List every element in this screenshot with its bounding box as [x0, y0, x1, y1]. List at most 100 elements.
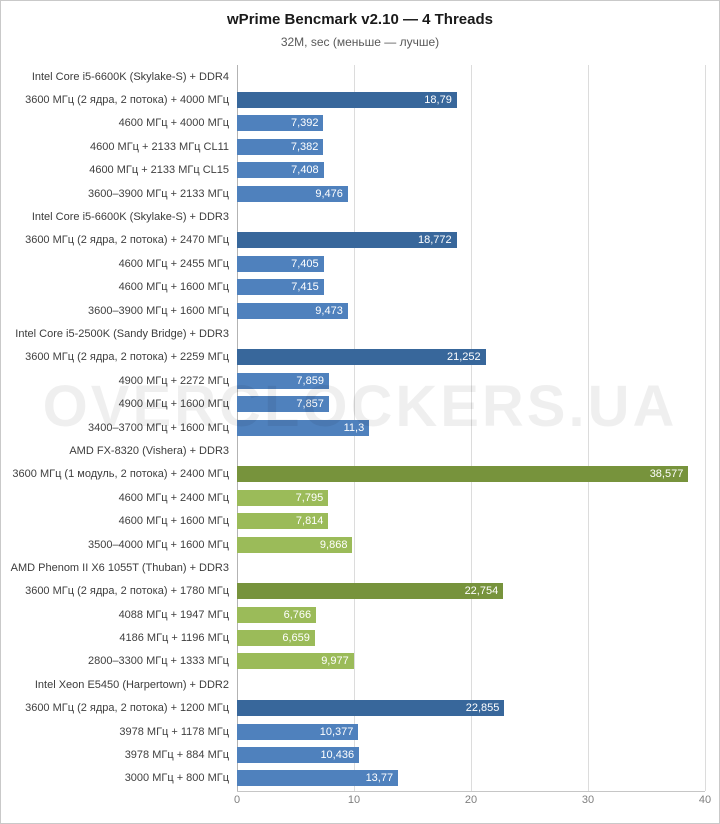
- bar-plot-cell: 7,382: [237, 135, 705, 158]
- bar-plot-cell: 9,977: [237, 650, 705, 673]
- bar-plot-cell: 7,392: [237, 112, 705, 135]
- bar: 9,473: [237, 302, 348, 319]
- category-label: 4600 МГц + 4000 МГц: [118, 117, 229, 130]
- chart-subtitle: 32M, sec (меньше — лучше): [280, 35, 440, 49]
- category-label: 4600 МГц + 1600 МГц: [118, 515, 229, 528]
- bar: 18,79: [237, 92, 457, 109]
- bar: 6,766: [237, 606, 317, 623]
- bar-row: 2800–3300 МГц + 1333 МГц 9,977: [1, 650, 719, 673]
- category-label: 2800–3300 МГц + 1333 МГц: [87, 655, 229, 668]
- group-header-plot-spacer: [237, 673, 705, 696]
- bar-row: 4088 МГц + 1947 МГц 6,766: [1, 603, 719, 626]
- bar-plot-cell: 18,772: [237, 229, 705, 252]
- bar-row: 3500–4000 МГц + 1600 МГц 9,868: [1, 533, 719, 556]
- bar-row: 3600 МГц (2 ядра, 2 потока) + 2259 МГц 21…: [1, 346, 719, 369]
- bar-plot-cell: 7,405: [237, 252, 705, 275]
- bar: 7,392: [237, 115, 324, 132]
- bar-row: 3600–3900 МГц + 2133 МГц 9,476: [1, 182, 719, 205]
- category-label: 3600 МГц (2 ядра, 2 потока) + 4000 МГц: [25, 94, 229, 107]
- category-label: 3600 МГц (2 ядра, 2 потока) + 1200 МГц: [25, 702, 229, 715]
- category-label: 3000 МГц + 800 МГц: [124, 772, 229, 785]
- bar: 22,855: [237, 700, 505, 717]
- bar-plot-cell: 6,659: [237, 626, 705, 649]
- bar-plot-cell: 7,814: [237, 509, 705, 532]
- group-header-plot-spacer: [237, 65, 705, 88]
- bar-row: 3600 МГц (1 модуль, 2 потока) + 2400 МГц…: [1, 463, 719, 486]
- group-header-label: Intel Xeon E5450 (Harpertown) + DDR2: [34, 678, 229, 691]
- group-header-label: Intel Core i5-6600K (Skylake-S) + DDR4: [31, 70, 229, 83]
- bar: 7,859: [237, 372, 329, 389]
- category-label: 4088 МГц + 1947 МГц: [118, 608, 229, 621]
- category-label: 4900 МГц + 2272 МГц: [118, 374, 229, 387]
- group-header-label: Intel Core i5-2500K (Sandy Bridge) + DDR…: [15, 327, 229, 340]
- group-header-plot-spacer: [237, 205, 705, 228]
- bar-value-label: 6,766: [283, 608, 312, 621]
- bar-value-label: 7,859: [296, 374, 324, 387]
- gridline: [588, 65, 589, 791]
- category-label: 4600 МГц + 2133 МГц CL15: [89, 164, 229, 177]
- bar-value-label: 7,795: [295, 491, 324, 504]
- bar: 18,772: [237, 232, 457, 249]
- bar-plot-cell: 22,754: [237, 580, 705, 603]
- bar: 9,868: [237, 536, 353, 553]
- bar-value-label: 22,855: [465, 702, 500, 715]
- category-label: 3978 МГц + 1178 МГц: [119, 725, 229, 738]
- bar-row: 3400–3700 МГц + 1600 МГц 11,3: [1, 416, 719, 439]
- group-header-label: AMD Phenom II X6 1055T (Thuban) + DDR3: [10, 561, 229, 574]
- bar-plot-cell: 9,868: [237, 533, 705, 556]
- group-header-plot-spacer: [237, 439, 705, 462]
- bar: 7,795: [237, 489, 329, 506]
- bar-value-label: 7,814: [295, 515, 324, 528]
- x-axis-tick-label: 0: [233, 794, 241, 806]
- category-label: 3978 МГц + 884 МГц: [124, 749, 229, 762]
- bar-row: 4900 МГц + 1600 МГц 7,857: [1, 392, 719, 415]
- bar: 7,408: [237, 162, 324, 179]
- bar-row: 3600 МГц (2 ядра, 2 потока) + 1200 МГц 22…: [1, 697, 719, 720]
- bar-value-label: 7,382: [290, 140, 319, 153]
- gridline: [705, 65, 706, 791]
- x-axis-tick-label: 30: [581, 794, 595, 806]
- bar-value-label: 22,754: [464, 585, 499, 598]
- category-label: 3400–3700 МГц + 1600 МГц: [87, 421, 229, 434]
- bar-row: 4186 МГц + 1196 МГц 6,659: [1, 626, 719, 649]
- category-label: 4600 МГц + 2133 МГц CL11: [90, 140, 229, 153]
- bar-value-label: 18,772: [417, 234, 452, 247]
- gridline: [471, 65, 472, 791]
- bar: 7,415: [237, 279, 324, 296]
- bar-rows-container: Intel Core i5-6600K (Skylake-S) + DDR4 36…: [1, 65, 719, 790]
- bar-value-label: 7,415: [291, 281, 319, 294]
- bar-plot-cell: 6,766: [237, 603, 705, 626]
- bar-row: 4600 МГц + 4000 МГц 7,392: [1, 112, 719, 135]
- bar: 11,3: [237, 419, 370, 436]
- bar: 22,754: [237, 583, 504, 600]
- bar-plot-cell: 7,795: [237, 486, 705, 509]
- bar: 10,377: [237, 723, 359, 740]
- bar-row: 3000 МГц + 800 МГц 13,77: [1, 767, 719, 790]
- bar: 7,814: [237, 513, 329, 530]
- x-axis-tick-label: 10: [347, 794, 361, 806]
- bar: 6,659: [237, 630, 315, 647]
- bar-plot-cell: 7,415: [237, 276, 705, 299]
- bar-value-label: 7,857: [296, 398, 324, 411]
- chart-title: wPrime Bencmark v2.10 — 4 Threads: [227, 11, 493, 28]
- bar-plot-cell: 38,577: [237, 463, 705, 486]
- bar-plot-cell: 21,252: [237, 346, 705, 369]
- category-label: 3600 МГц (1 модуль, 2 потока) + 2400 МГц: [12, 468, 229, 481]
- group-header-label: Intel Core i5-6600K (Skylake-S) + DDR3: [31, 211, 229, 224]
- group-header-plot-spacer: [237, 322, 705, 345]
- bar: 9,476: [237, 185, 348, 202]
- bar-value-label: 9,476: [315, 187, 343, 200]
- bar: 7,857: [237, 396, 329, 413]
- bar: 13,77: [237, 770, 399, 787]
- bar-value-label: 9,473: [315, 304, 343, 317]
- category-label: 3600 МГц (2 ядра, 2 потока) + 2259 МГц: [25, 351, 229, 364]
- group-header-row: AMD FX-8320 (Vishera) + DDR3: [1, 439, 719, 462]
- category-label: 4600 МГц + 2400 МГц: [118, 491, 229, 504]
- category-label: 3600–3900 МГц + 2133 МГц: [87, 187, 229, 200]
- bar-row: 4600 МГц + 1600 МГц 7,814: [1, 509, 719, 532]
- bar-plot-cell: 10,377: [237, 720, 705, 743]
- bar-row: 4600 МГц + 2133 МГц CL15 7,408: [1, 159, 719, 182]
- x-axis-tick-label: 40: [698, 794, 712, 806]
- bar-value-label: 10,377: [319, 725, 354, 738]
- category-label: 4186 МГц + 1196 МГц: [119, 632, 229, 645]
